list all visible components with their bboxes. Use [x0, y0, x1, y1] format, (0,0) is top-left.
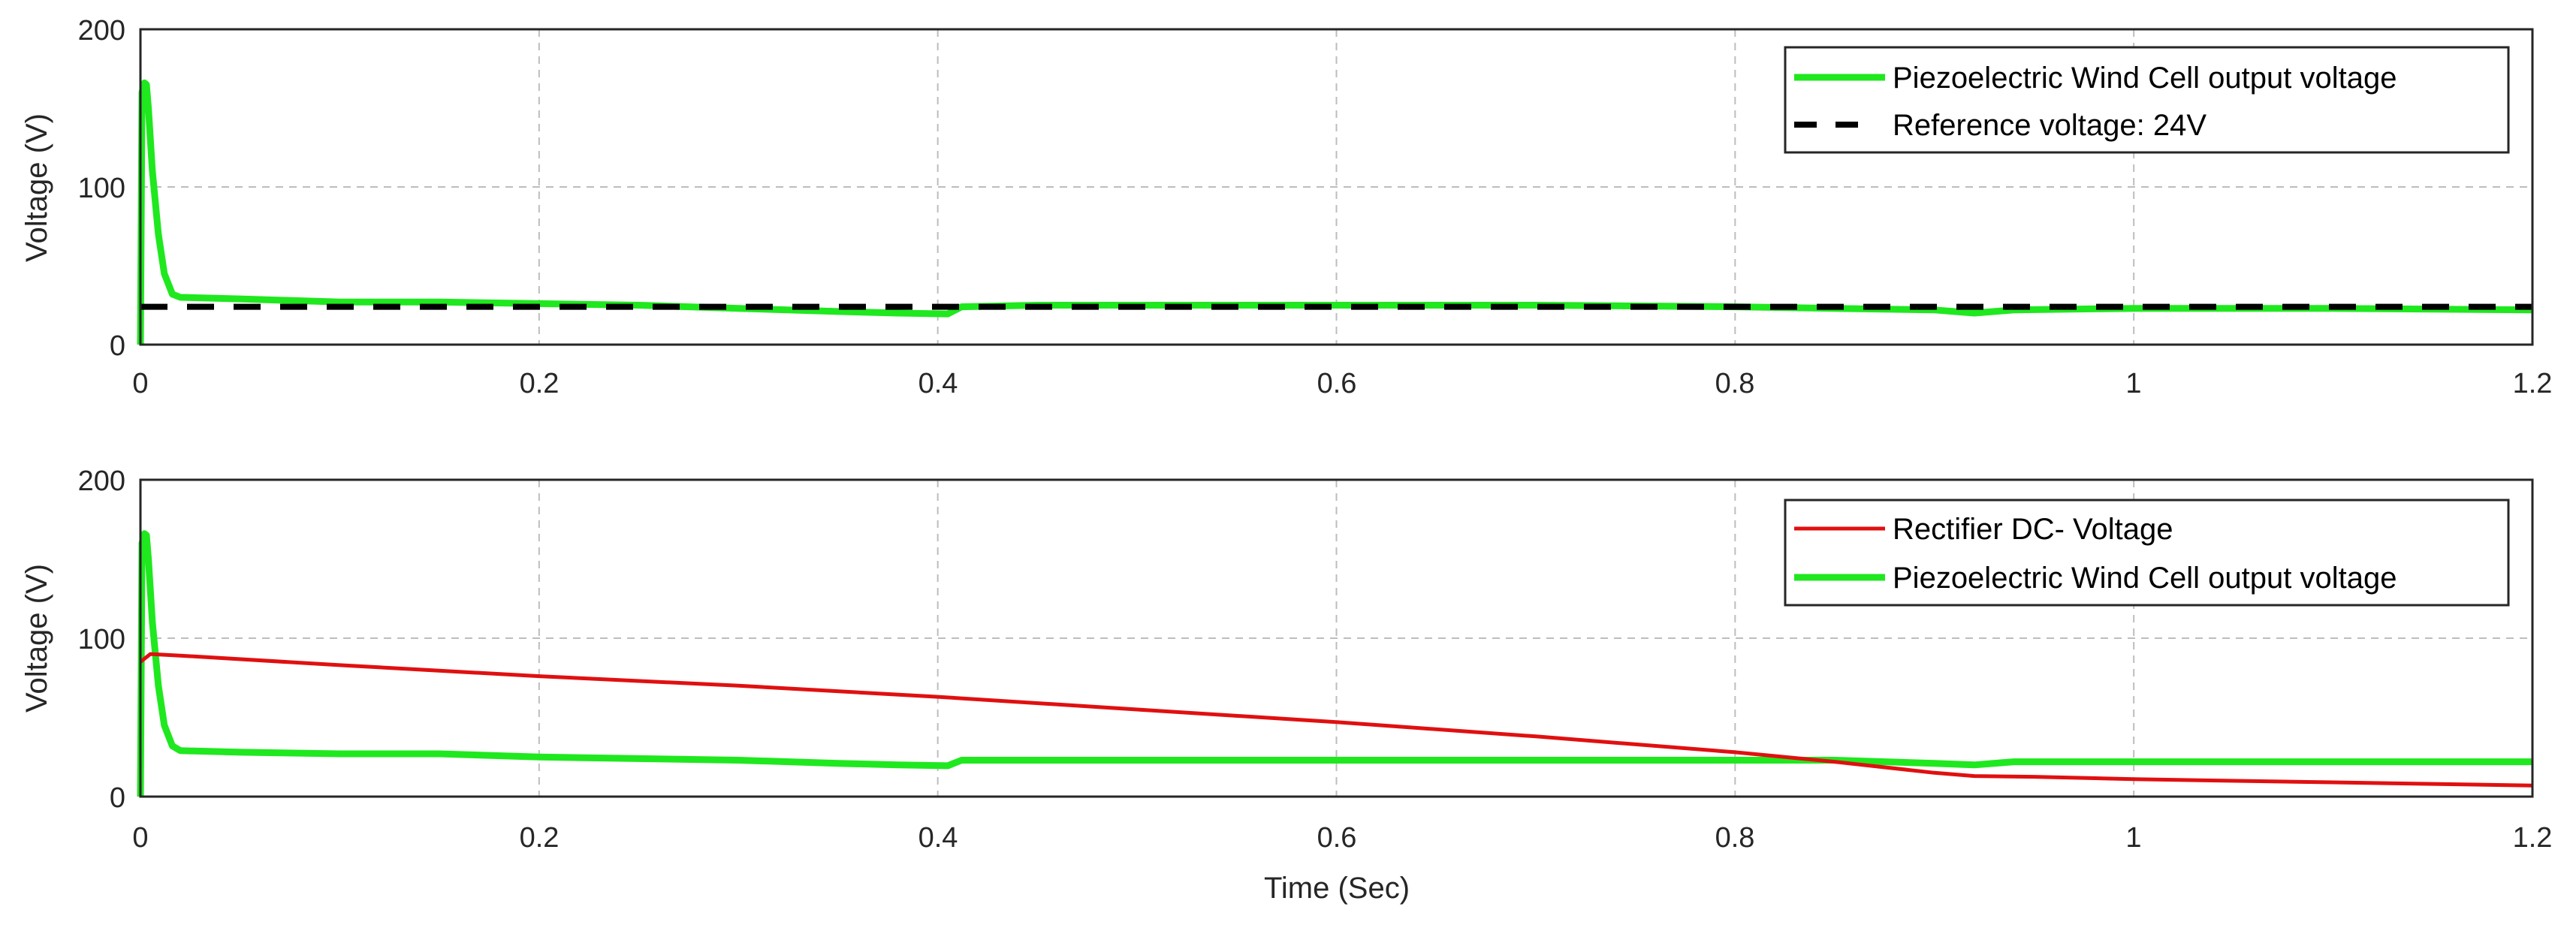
series-line-piezoelectric-wind-cell-output-voltage [137, 530, 2532, 797]
bottom-y-axis-title: Voltage (V) [20, 564, 53, 713]
bottom-xtick-0.6: 0.6 [1317, 822, 1357, 854]
bottom-ytick-100: 100 [78, 624, 125, 655]
bottom-axes-frame [139, 478, 2534, 798]
bottom-xtick-0.4: 0.4 [918, 822, 958, 854]
top-x-ticks: 0 0.2 0.4 0.6 0.8 1 1.2 [132, 368, 2552, 399]
top-ytick-100: 100 [78, 173, 125, 204]
top-axes-frame [139, 28, 2534, 346]
top-legend-box [1784, 46, 2510, 154]
top-y-ticks: 0 100 200 [78, 15, 125, 362]
bottom-xtick-1: 1 [2125, 822, 2141, 854]
top-plot-lines [137, 79, 2533, 345]
bottom-xtick-0.2: 0.2 [520, 822, 560, 854]
bottom-grid [140, 480, 2532, 797]
top-xtick-1: 1 [2125, 368, 2141, 399]
x-axis-title: Time (Sec) [1264, 872, 1410, 905]
bottom-legend-box [1784, 499, 2510, 607]
top-ytick-0: 0 [110, 330, 125, 362]
top-legend-label-reference: Reference voltage: 24V [1893, 109, 2206, 142]
top-y-axis-title: Voltage (V) [20, 113, 53, 262]
bottom-axes: 0 100 200 0 0.2 0.4 0.6 0.8 1 1.2 Voltag… [20, 466, 2552, 905]
bottom-ytick-0: 0 [110, 782, 125, 814]
bottom-legend: Rectifier DC- Voltage Piezoelectric Wind… [1784, 499, 2510, 607]
top-xtick-0: 0 [132, 368, 148, 399]
top-ytick-200: 200 [78, 15, 125, 47]
top-xtick-1.2: 1.2 [2513, 368, 2553, 399]
bottom-xtick-0.8: 0.8 [1715, 822, 1755, 854]
top-xtick-0.8: 0.8 [1715, 368, 1755, 399]
top-xtick-0.2: 0.2 [520, 368, 560, 399]
bottom-xtick-0: 0 [132, 822, 148, 854]
top-xtick-0.6: 0.6 [1317, 368, 1357, 399]
bottom-ytick-200: 200 [78, 466, 125, 497]
bottom-legend-label-rectifier: Rectifier DC- Voltage [1893, 513, 2173, 546]
bottom-xtick-1.2: 1.2 [2513, 822, 2553, 854]
bottom-legend-label-piezo: Piezoelectric Wind Cell output voltage [1893, 562, 2397, 595]
top-axes: 0 100 200 0 0.2 0.4 0.6 0.8 1 1.2 Voltag… [20, 15, 2552, 399]
top-legend-label-piezo: Piezoelectric Wind Cell output voltage [1893, 62, 2397, 95]
bottom-plot-lines [137, 530, 2533, 797]
top-xtick-0.4: 0.4 [918, 368, 958, 399]
series-line-rectifier-dc-voltage [139, 652, 2533, 788]
bottom-x-ticks: 0 0.2 0.4 0.6 0.8 1 1.2 [132, 822, 2552, 854]
top-grid [140, 29, 2532, 345]
bottom-y-ticks: 0 100 200 [78, 466, 125, 814]
top-legend: Piezoelectric Wind Cell output voltage R… [1784, 46, 2510, 154]
